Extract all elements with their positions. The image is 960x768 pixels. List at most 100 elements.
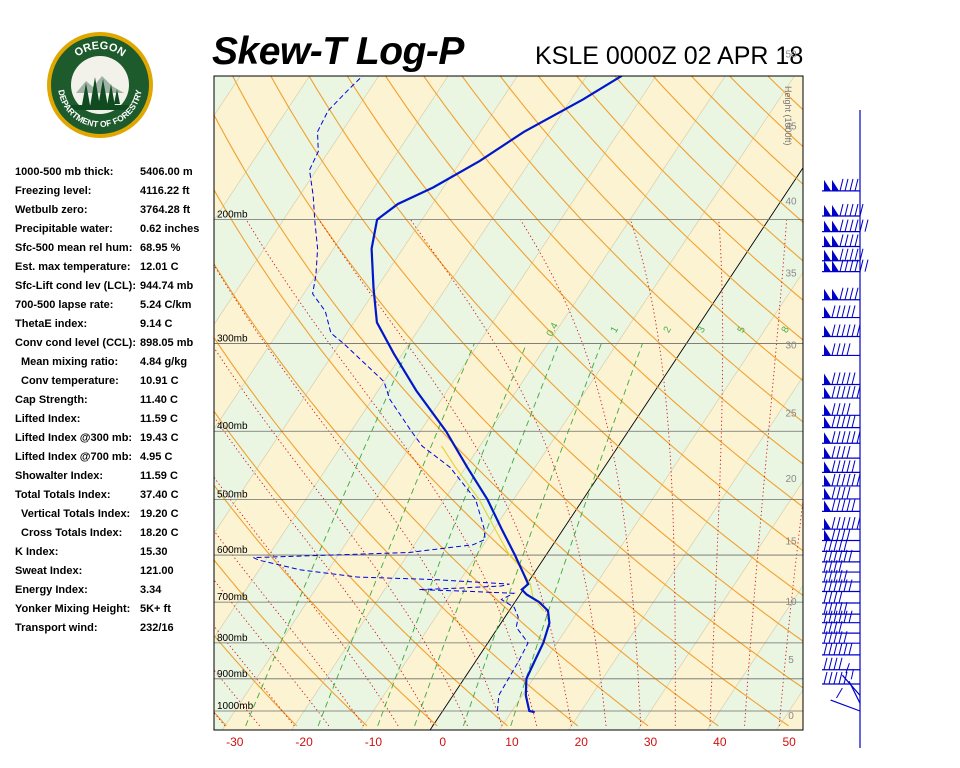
barb-feather: [851, 372, 856, 385]
stat-row: Sfc-500 mean rel hum: 68.95 %: [15, 242, 215, 261]
barb-feather: [831, 385, 836, 399]
barb-feather: [854, 287, 859, 300]
isotherm-line: [637, 480, 803, 730]
svg-text:OREGON: OREGON: [72, 40, 127, 60]
barb-feather: [844, 178, 849, 191]
barb-feather: [823, 569, 828, 583]
barb-feather: [859, 259, 864, 272]
barb-feather: [854, 248, 859, 261]
barb-feather: [841, 385, 846, 399]
barb-feather: [846, 324, 851, 337]
barb-flag: [824, 344, 831, 356]
oregon-forestry-logo: OREGON DEPARTMENT OF FORESTRY: [46, 31, 154, 139]
isotherm-line: [706, 585, 803, 730]
stat-label: K Index:: [15, 546, 59, 558]
wind-barb: [822, 499, 860, 512]
stat-value: 5.24 C/km: [140, 299, 192, 311]
stat-value: 11.59 C: [140, 470, 178, 482]
stat-value: 68.95 %: [140, 242, 181, 254]
barb-feather: [828, 590, 833, 604]
barb-feather: [828, 559, 833, 573]
isotherm-line: [214, 76, 587, 639]
barb-flag: [832, 260, 839, 272]
wind-barb: [822, 385, 861, 399]
barb-flag: [824, 518, 831, 530]
isotherm-line: [214, 76, 449, 430]
height-tick-label: 0: [788, 711, 794, 722]
barb-feather: [828, 642, 833, 655]
isotherm-band: [776, 690, 803, 730]
stat-value: 5K+ ft: [140, 603, 171, 615]
barb-feather: [836, 415, 841, 428]
barb-feather: [846, 528, 851, 541]
x-tick-label: 30: [644, 735, 658, 749]
barb-feather: [841, 517, 846, 530]
barb-feather: [831, 343, 836, 356]
wind-barb: [822, 460, 860, 473]
stat-value: 944.74 mb: [140, 280, 194, 292]
barb-flag: [824, 288, 831, 300]
stat-label: Cap Strength:: [15, 394, 88, 406]
barb-feather: [843, 610, 848, 623]
barb-feather: [844, 234, 849, 247]
barb-flag: [824, 260, 831, 272]
barb-feather: [851, 415, 856, 428]
wind-barb: [822, 528, 860, 542]
barb-feather: [828, 610, 833, 623]
mixing-ratio-label: 1: [609, 324, 622, 334]
barb-feather: [838, 642, 843, 655]
barb-feather: [836, 324, 841, 337]
barb-feather: [859, 248, 864, 261]
barb-feather: [833, 569, 838, 583]
barb-feather: [823, 579, 828, 592]
barb-feather: [828, 569, 833, 583]
dry-adiabat: [270, 76, 803, 642]
x-tick-label: -30: [226, 735, 244, 749]
barb-feather: [831, 403, 836, 416]
wind-barb: [822, 590, 860, 604]
stat-row: Lifted Index @700 mb: 4.95 C: [15, 451, 215, 470]
barb-flag: [832, 220, 839, 232]
dry-adiabat: [384, 76, 803, 508]
mixing-ratio-line: [377, 343, 528, 727]
isotherm-line: [0, 76, 171, 730]
stat-value: 3764.28 ft: [140, 204, 191, 216]
stat-row: 1000-500 mb thick: 5406.00 m: [15, 166, 215, 185]
barb-flag: [824, 306, 831, 318]
barb-feather: [823, 657, 828, 670]
barb-feather: [841, 499, 846, 512]
barb-feather: [839, 248, 844, 261]
barb-feather: [833, 621, 838, 634]
stat-label: Sfc-500 mean rel hum:: [15, 242, 133, 254]
stat-label: Conv temperature:: [21, 375, 119, 387]
height-tick-label: 35: [785, 269, 797, 280]
barb-feather: [833, 601, 838, 615]
pressure-label: 400mb: [217, 421, 248, 432]
isotherm-line: [568, 376, 803, 730]
isotherm-line: [214, 76, 518, 534]
barb-flag: [824, 461, 831, 473]
barb-feather: [859, 219, 864, 232]
barb-feather: [849, 219, 854, 232]
stat-value: 10.91 C: [140, 375, 179, 387]
stat-label: 1000-500 mb thick:: [15, 166, 114, 178]
barb-flag: [824, 529, 831, 541]
stat-label: Total Totals Index:: [15, 489, 111, 501]
isotherm-band: [214, 76, 656, 730]
barb-feather: [838, 610, 843, 623]
barb-flag: [824, 416, 831, 428]
stat-row: Conv cond level (CCL): 898.05 mb: [15, 337, 215, 356]
barb-staff: [848, 681, 861, 704]
station-time-label: KSLE 0000Z 02 APR 18: [535, 42, 804, 70]
barb-feather: [846, 372, 851, 385]
barb-feather: [843, 539, 848, 552]
wind-barb: [822, 324, 861, 338]
barb-flag: [824, 387, 831, 399]
mixing-ratio-label: 8: [780, 324, 793, 334]
mixing-ratio-label: 5: [736, 324, 749, 334]
stat-label: Mean mixing ratio:: [21, 356, 119, 368]
barb-flag: [832, 288, 839, 300]
wind-barb: [822, 343, 860, 357]
wind-barb: [822, 415, 860, 429]
stat-row: Freezing level: 4116.22 ft: [15, 185, 215, 204]
